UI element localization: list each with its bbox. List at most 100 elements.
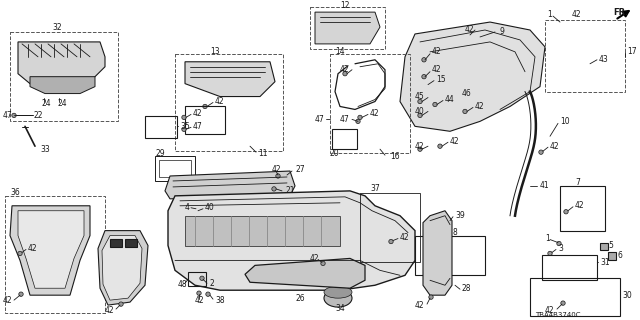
Text: 2: 2 [210, 279, 215, 288]
Bar [560, 186, 605, 231]
Bar [415, 236, 485, 275]
Text: 6: 6 [617, 251, 622, 260]
Text: TBA4B3740C: TBA4B3740C [535, 312, 580, 318]
Circle shape [418, 113, 422, 117]
Bar [110, 239, 122, 246]
Text: 7: 7 [575, 179, 580, 188]
Text: 42: 42 [450, 137, 460, 146]
Bar [185, 107, 225, 134]
Text: 36: 36 [10, 188, 20, 197]
Bar [360, 193, 420, 262]
Circle shape [272, 187, 276, 191]
Polygon shape [168, 191, 415, 290]
Text: 42: 42 [105, 306, 115, 315]
Text: 42: 42 [572, 10, 582, 19]
Text: 42: 42 [415, 142, 424, 151]
Circle shape [463, 109, 467, 114]
Circle shape [321, 261, 325, 266]
Text: 8: 8 [452, 228, 458, 237]
Text: 42: 42 [340, 65, 349, 74]
Text: 11: 11 [258, 149, 268, 158]
Bar [159, 160, 191, 177]
Text: 9: 9 [499, 28, 504, 36]
Text: 48: 48 [178, 280, 188, 289]
Circle shape [564, 210, 568, 214]
Text: 42: 42 [195, 296, 205, 305]
Bar [310, 7, 385, 49]
Text: 42: 42 [215, 97, 225, 106]
Text: 24: 24 [57, 99, 67, 108]
Polygon shape [10, 206, 90, 295]
Polygon shape [18, 211, 84, 288]
Text: 16: 16 [390, 152, 399, 161]
Bar [155, 156, 195, 181]
Circle shape [539, 150, 543, 154]
Text: 42: 42 [575, 201, 584, 210]
Circle shape [557, 241, 561, 246]
Circle shape [418, 147, 422, 151]
Text: 42: 42 [432, 47, 442, 56]
Text: 42: 42 [193, 109, 203, 118]
Polygon shape [102, 236, 142, 300]
Circle shape [429, 295, 433, 299]
Text: 42: 42 [400, 233, 410, 242]
Text: 20: 20 [330, 149, 340, 158]
Circle shape [197, 291, 201, 295]
Text: 42: 42 [550, 142, 559, 151]
Text: 28: 28 [462, 284, 472, 293]
Bar [600, 243, 608, 251]
Text: 26: 26 [295, 294, 305, 303]
Text: 5: 5 [608, 241, 613, 250]
Text: 41: 41 [540, 181, 550, 190]
Circle shape [548, 251, 552, 256]
Circle shape [438, 144, 442, 148]
Text: 14: 14 [335, 47, 344, 56]
Bar [188, 272, 206, 286]
Bar [545, 20, 625, 92]
Text: 21: 21 [285, 186, 294, 196]
Text: 42: 42 [370, 109, 380, 118]
Circle shape [433, 102, 437, 107]
Text: 42: 42 [475, 102, 484, 111]
Circle shape [203, 104, 207, 109]
Bar [332, 129, 357, 149]
Text: 1: 1 [545, 234, 550, 243]
Text: 44: 44 [445, 95, 455, 104]
Text: 32: 32 [52, 22, 61, 31]
Polygon shape [30, 77, 95, 93]
Circle shape [343, 71, 347, 76]
Circle shape [195, 207, 199, 211]
Circle shape [561, 301, 565, 305]
Circle shape [19, 292, 23, 296]
Circle shape [206, 292, 210, 296]
Text: 10: 10 [560, 117, 570, 126]
Ellipse shape [324, 286, 352, 298]
Text: 33: 33 [40, 145, 50, 154]
Circle shape [356, 119, 360, 124]
Bar [175, 54, 283, 151]
Bar [530, 278, 620, 316]
Text: 3: 3 [558, 244, 563, 253]
Polygon shape [245, 259, 365, 288]
Circle shape [418, 99, 422, 104]
Text: 34: 34 [335, 304, 345, 313]
Circle shape [422, 75, 426, 79]
Text: 42: 42 [3, 296, 13, 305]
Text: 42: 42 [415, 300, 424, 310]
Text: 1: 1 [547, 10, 552, 19]
Text: 43: 43 [599, 55, 609, 64]
Polygon shape [18, 42, 105, 84]
Text: 29: 29 [155, 149, 164, 158]
Text: 42: 42 [465, 26, 475, 35]
Circle shape [276, 174, 280, 178]
Polygon shape [315, 12, 380, 44]
Text: 12: 12 [340, 1, 349, 10]
Polygon shape [98, 231, 148, 305]
Circle shape [200, 276, 204, 280]
Text: 47: 47 [193, 122, 203, 131]
Text: 35: 35 [180, 122, 189, 131]
Circle shape [18, 251, 22, 256]
Bar [145, 116, 177, 138]
Polygon shape [185, 62, 275, 97]
Text: 40: 40 [205, 203, 215, 212]
